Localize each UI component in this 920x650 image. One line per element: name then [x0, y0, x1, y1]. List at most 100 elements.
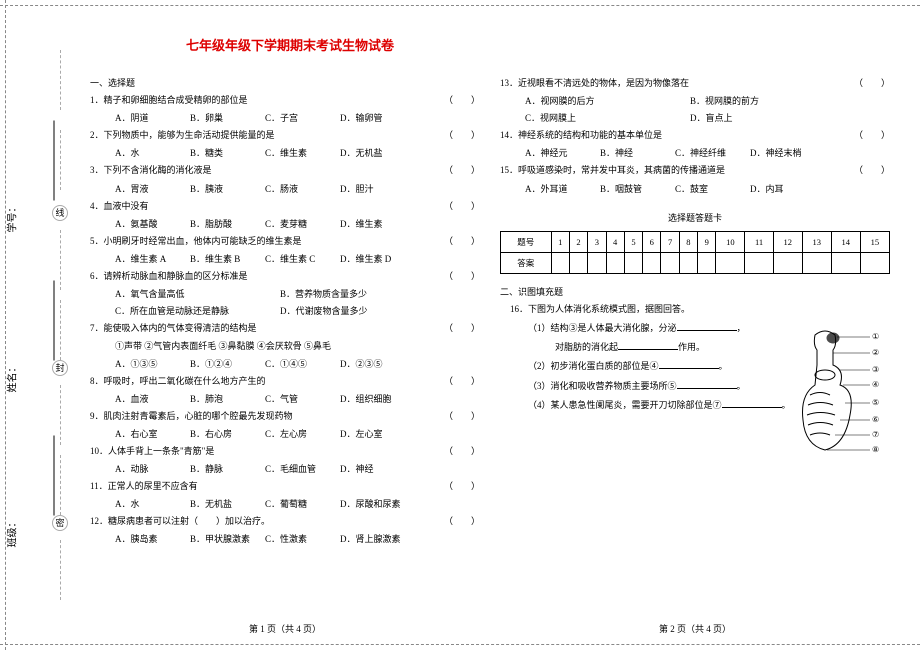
svg-text:⑥: ⑥	[872, 415, 879, 424]
ans-cell[interactable]	[569, 252, 587, 273]
blank[interactable]	[659, 359, 719, 369]
q15: 15．呼吸道感染时，常并发中耳炎，其病菌的传播通道是（ ）	[500, 162, 890, 179]
q15-opts: A．外耳道B．咽鼓管C．鼓室D．内耳	[500, 181, 890, 198]
section2-header: 二、识图填充题	[500, 284, 890, 301]
q11: 11．正常人的尿里不应含有（ ）	[90, 478, 480, 495]
ans-num: 12	[773, 231, 802, 252]
digestive-system-diagram: ① ② ③ ④ ⑤ ⑥ ⑦ ⑧	[775, 325, 895, 475]
label-name: 姓名：	[4, 363, 19, 393]
blank[interactable]	[722, 398, 782, 408]
ans-cell[interactable]	[802, 252, 831, 273]
q14-opts: A．神经元B．神经C．神经纤维D．神经末梢	[500, 145, 890, 162]
q13-opts2: C．视网膜上D．盲点上	[500, 110, 890, 127]
q2-opts: A．水B．糖类C．维生素D．无机盐	[90, 145, 480, 162]
ans-label-ans: 答案	[501, 252, 552, 273]
ans-num: 11	[745, 231, 773, 252]
label-sid: 学号：	[4, 203, 19, 233]
q12-opts: A．胰岛素B．甲状腺激素C．性激素D．肾上腺激素	[90, 531, 480, 548]
ans-cell[interactable]	[661, 252, 679, 273]
q4-opts: A．氨基酸B．脂肪酸C．麦芽糖D．维生素	[90, 216, 480, 233]
ans-cell[interactable]	[624, 252, 642, 273]
blank[interactable]	[677, 379, 737, 389]
ans-num: 3	[588, 231, 606, 252]
q6-opts1: A．氧气含量高低B．营养物质含量多少	[90, 286, 480, 303]
ans-num: 7	[661, 231, 679, 252]
q12: 12．糖尿病患者可以注射（ ）加以治疗。（ ）	[90, 513, 480, 530]
svg-text:③: ③	[872, 365, 879, 374]
bottom-border	[0, 644, 920, 645]
svg-text:②: ②	[872, 348, 879, 357]
blank[interactable]	[677, 321, 737, 331]
column-left: 一、选择题 1．精子和卵细胞结合成受精卵的部位是（ ）A．阴道B．卵巢C．子宫D…	[90, 75, 480, 549]
column-right: 13．近视眼看不清远处的物体，是因为物像落在（ ）A．视网膜的后方B．视网膜的前…	[500, 75, 890, 414]
ans-num: 2	[569, 231, 587, 252]
seal-char-2: 封	[52, 360, 68, 376]
q13: 13．近视眼看不清远处的物体，是因为物像落在（ ）	[500, 75, 890, 92]
ans-num: 13	[802, 231, 831, 252]
svg-text:⑧: ⑧	[872, 445, 879, 454]
ans-cell[interactable]	[698, 252, 716, 273]
svg-text:①: ①	[872, 332, 879, 341]
exam-title: 七年级年级下学期期末考试生物试卷	[100, 35, 480, 54]
q3-opts: A．胃液B．胰液C．肠液D．胆汁	[90, 181, 480, 198]
top-border	[0, 5, 920, 6]
seal-char-1: 密	[52, 515, 68, 531]
q7-opts: A．①③⑤B．①②④C．①④⑤D．②③⑤	[90, 356, 480, 373]
q13-opts1: A．视网膜的后方B．视网膜的前方	[500, 93, 890, 110]
q1-opts: A．阴道B．卵巢C．子宫D．输卵管	[90, 110, 480, 127]
blank[interactable]	[618, 340, 678, 350]
ans-num: 9	[698, 231, 716, 252]
q8-opts: A．血液B．肺泡C．气管D．组织细胞	[90, 391, 480, 408]
answer-card-title: 选择题答题卡	[500, 210, 890, 227]
section1-header: 一、选择题	[90, 75, 480, 92]
ans-cell[interactable]	[860, 252, 889, 273]
q6: 6．请辨析动脉血和静脉血的区分标准是（ ）	[90, 268, 480, 285]
q11-opts: A．水B．无机盐C．葡萄糖D．尿酸和尿素	[90, 496, 480, 513]
label-line-name	[54, 281, 55, 361]
page-footer-left: 第 1 页（共 4 页）	[90, 622, 480, 635]
label-line-class	[54, 436, 55, 516]
label-class: 班级：	[4, 518, 19, 548]
q16-stem: 16．下图为人体消化系统模式图，据图回答。	[510, 301, 890, 318]
ans-cell[interactable]	[679, 252, 697, 273]
q9: 9．肌肉注射青霉素后，心脏的哪个腔最先发现药物（ ）	[90, 408, 480, 425]
q5-opts: A．维生素 AB．维生素 BC．维生素 CD．维生素 D	[90, 251, 480, 268]
q1: 1．精子和卵细胞结合成受精卵的部位是（ ）	[90, 92, 480, 109]
ans-num: 5	[624, 231, 642, 252]
ans-cell[interactable]	[588, 252, 606, 273]
ans-label-num: 题号	[501, 231, 552, 252]
ans-cell[interactable]	[606, 252, 624, 273]
seal-char-3: 线	[52, 205, 68, 221]
ans-num: 8	[679, 231, 697, 252]
ans-num: 6	[643, 231, 661, 252]
ans-cell[interactable]	[831, 252, 860, 273]
page-footer-right: 第 2 页（共 4 页）	[500, 622, 890, 635]
answer-card-table: 题号123456789101112131415 答案	[500, 231, 890, 274]
svg-text:⑤: ⑤	[872, 398, 879, 407]
q3: 3．下列不含消化酶的消化液是（ ）	[90, 162, 480, 179]
svg-text:④: ④	[872, 380, 879, 389]
q8: 8．呼吸时，呼出二氧化碳在什么地方产生的（ ）	[90, 373, 480, 390]
ans-num: 4	[606, 231, 624, 252]
q10: 10．人体手背上一条条"青筋"是（ ）	[90, 443, 480, 460]
q14: 14．神经系统的结构和功能的基本单位是（ ）	[500, 127, 890, 144]
ans-cell[interactable]	[773, 252, 802, 273]
binding-sidebar: 班级： 姓名： 学号：	[6, 0, 56, 650]
ans-num: 15	[860, 231, 889, 252]
ans-num: 14	[831, 231, 860, 252]
label-line-sid	[54, 121, 55, 201]
q9-opts: A．右心室B．右心房C．左心房D．左心室	[90, 426, 480, 443]
ans-cell[interactable]	[745, 252, 773, 273]
q10-opts: A．动脉B．静脉C．毛细血管D．神经	[90, 461, 480, 478]
ans-num: 10	[716, 231, 745, 252]
ans-cell[interactable]	[643, 252, 661, 273]
ans-cell[interactable]	[551, 252, 569, 273]
svg-text:⑦: ⑦	[872, 430, 879, 439]
q4: 4．血液中没有（ ）	[90, 198, 480, 215]
q7: 7．能使吸入体内的气体变得清洁的结构是（ ）	[90, 320, 480, 337]
ans-cell[interactable]	[716, 252, 745, 273]
q5: 5．小明刷牙时经常出血，他体内可能缺乏的维生素是（ ）	[90, 233, 480, 250]
ans-num: 1	[551, 231, 569, 252]
q6-opts2: C．所在血管是动脉还是静脉D．代谢废物含量多少	[90, 303, 480, 320]
q7-sub: ①声带 ②气管内表面纤毛 ③鼻黏膜 ④会厌软骨 ⑤鼻毛	[90, 338, 480, 355]
